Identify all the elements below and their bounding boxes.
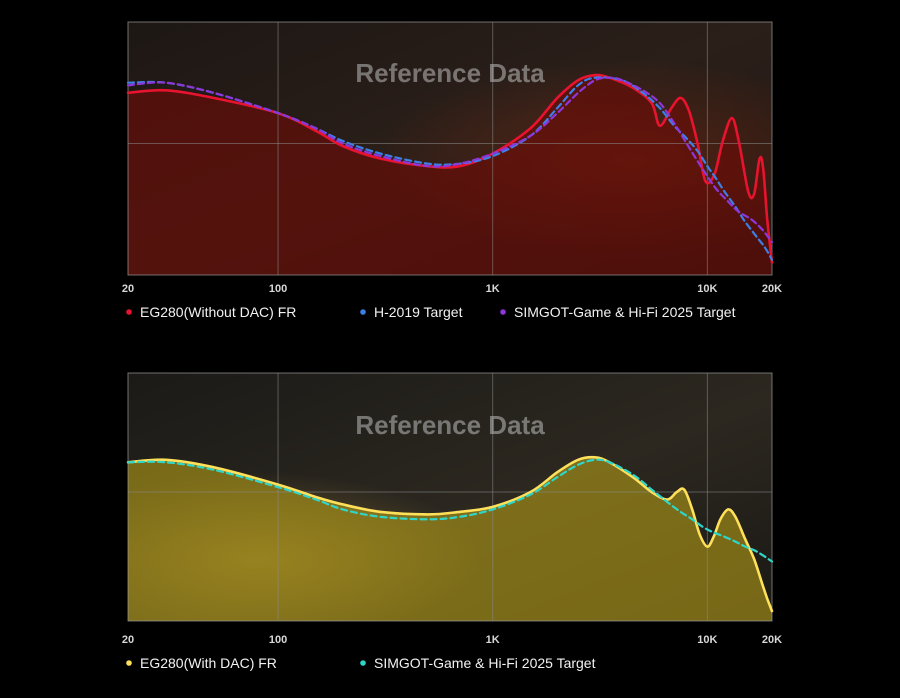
series-fill-eg280-without-dac-fr xyxy=(128,75,772,275)
series-line-simgot-game-hi-fi-2025-target xyxy=(126,458,774,563)
legend-label: SIMGOT-Game & Hi-Fi 2025 Target xyxy=(514,304,736,320)
chart-without-dac: Reference Data 20 100 1K 10K 20K EG280(Witho… xyxy=(122,21,782,320)
series-line-simgot-game-hi-fi-2025-target xyxy=(126,76,774,244)
legend-marker xyxy=(360,660,366,666)
legend-label: EG280(With DAC) FR xyxy=(140,655,277,671)
legend-label: H-2019 Target xyxy=(374,304,463,320)
series-fill-eg280-with-dac-fr xyxy=(128,457,772,621)
x-axis-ticks: 20 100 1K 10K 20K xyxy=(122,634,782,646)
legend-item-eg280-without-dac-fr: EG280(Without DAC) FR xyxy=(126,304,296,320)
grid xyxy=(127,372,773,622)
x-axis-ticks: 20 100 1K 10K 20K xyxy=(122,283,782,295)
x-tick-label: 100 xyxy=(269,634,287,646)
x-tick-label: 10K xyxy=(697,634,717,646)
x-tick-label: 20K xyxy=(762,283,782,295)
legend-label: SIMGOT-Game & Hi-Fi 2025 Target xyxy=(374,655,596,671)
legend-marker xyxy=(126,660,132,666)
plot-frame xyxy=(127,21,773,276)
legend: EG280(Without DAC) FR H-2019 Target SIMGOT… xyxy=(126,304,736,320)
x-tick-label: 20 xyxy=(122,634,134,646)
x-tick-label: 1K xyxy=(486,634,500,646)
legend-marker xyxy=(500,309,506,315)
legend-item-h-2019-target: H-2019 Target xyxy=(360,304,463,320)
legend: EG280(With DAC) FR SIMGOT-Game & Hi-Fi 20… xyxy=(126,655,596,671)
legend-item-simgot-game-hi-fi-2025-target: SIMGOT-Game & Hi-Fi 2025 Target xyxy=(360,655,596,671)
legend-item-simgot-game-hi-fi-2025-target: SIMGOT-Game & Hi-Fi 2025 Target xyxy=(500,304,736,320)
series-line-eg280-without-dac-fr xyxy=(126,73,774,264)
x-tick-label: 20 xyxy=(122,283,134,295)
x-tick-label: 1K xyxy=(486,283,500,295)
grid xyxy=(127,21,773,276)
x-tick-label: 20K xyxy=(762,634,782,646)
watermark: Reference Data xyxy=(355,410,545,440)
x-tick-label: 100 xyxy=(269,283,287,295)
plot-frame xyxy=(127,372,773,622)
series-line-eg280-with-dac-fr xyxy=(126,455,774,613)
chart-with-dac: Reference Data 20 100 1K 10K 20K EG280(With … xyxy=(122,372,782,671)
legend-label: EG280(Without DAC) FR xyxy=(140,304,296,320)
legend-item-eg280-with-dac-fr: EG280(With DAC) FR xyxy=(126,655,277,671)
watermark: Reference Data xyxy=(355,58,545,88)
x-tick-label: 10K xyxy=(697,283,717,295)
legend-marker xyxy=(360,309,366,315)
legend-marker xyxy=(126,309,132,315)
